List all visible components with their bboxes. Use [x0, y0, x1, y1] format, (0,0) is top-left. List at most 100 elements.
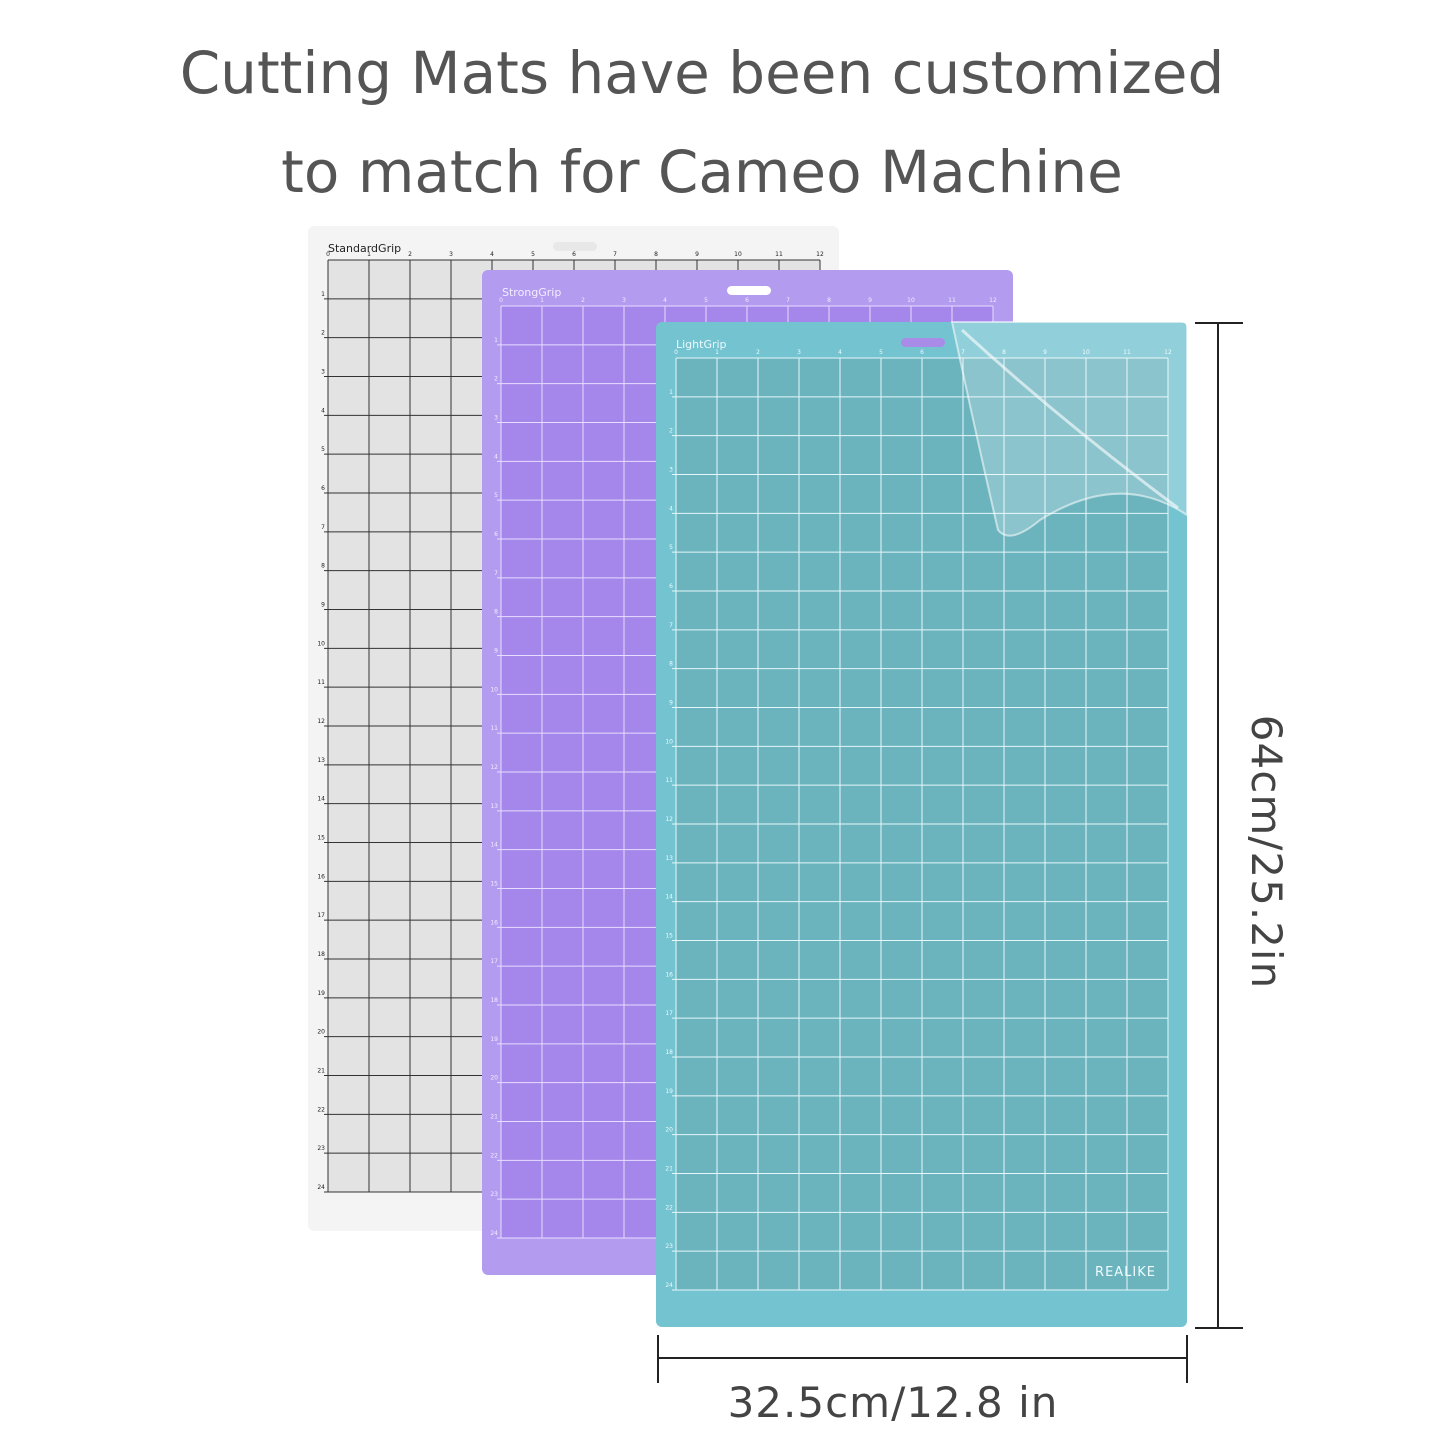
ruler-number: 24 [490, 1230, 498, 1237]
peel-highlight [960, 328, 1179, 510]
ruler-number: 3 [449, 251, 453, 258]
ruler-number: 3 [321, 369, 325, 376]
ruler-number: 23 [317, 1145, 325, 1152]
ruler-number: 17 [317, 912, 325, 919]
ruler-number: 20 [490, 1075, 498, 1082]
ruler-number: 12 [816, 251, 824, 258]
ruler-number: 2 [408, 251, 412, 258]
mat-label: StandardGrip [328, 242, 401, 255]
ruler-number: 17 [665, 1010, 673, 1017]
ruler-number: 22 [665, 1204, 673, 1211]
ruler-number: 15 [490, 881, 498, 888]
ruler-number: 21 [665, 1166, 673, 1173]
ruler-number: 21 [490, 1114, 498, 1121]
ruler-number: 14 [665, 894, 673, 901]
height-label: 64cm/25.2in [1242, 715, 1291, 989]
ruler-number: 2 [669, 428, 673, 435]
ruler-number: 15 [317, 835, 325, 842]
ruler-number: 24 [317, 1184, 325, 1191]
ruler-number: 12 [989, 297, 997, 304]
ruler-number: 4 [669, 505, 673, 512]
ruler-number: 16 [317, 873, 325, 880]
ruler-number: 5 [494, 492, 498, 499]
ruler-number: 18 [665, 1049, 673, 1056]
mat-tab [553, 242, 597, 251]
ruler-number: 10 [317, 640, 325, 647]
ruler-number: 19 [490, 1036, 498, 1043]
ruler-number: 12 [665, 816, 673, 823]
ruler-number: 24 [665, 1282, 673, 1289]
ruler-number: 22 [317, 1106, 325, 1113]
ruler-number: 2 [494, 376, 498, 383]
ruler-number: 11 [490, 725, 498, 732]
ruler-number: 9 [868, 297, 872, 304]
ruler-number: 13 [490, 803, 498, 810]
ruler-number: 6 [494, 531, 498, 538]
ruler-number: 11 [948, 297, 956, 304]
ruler-number: 15 [665, 933, 673, 940]
ruler-number: 23 [490, 1191, 498, 1198]
ruler-number: 9 [669, 700, 673, 707]
ruler-number: 14 [317, 796, 325, 803]
ruler-number: 19 [317, 990, 325, 997]
ruler-number: 14 [490, 842, 498, 849]
ruler-number: 8 [494, 609, 498, 616]
ruler-number: 7 [494, 570, 498, 577]
width-label: 32.5cm/12.8 in [728, 1378, 1059, 1427]
ruler-number: 3 [622, 297, 626, 304]
ruler-number: 6 [920, 349, 924, 356]
ruler-number: 1 [540, 297, 544, 304]
ruler-number: 4 [490, 251, 494, 258]
ruler-number: 18 [490, 997, 498, 1004]
ruler-number: 4 [663, 297, 667, 304]
ruler-number: 23 [665, 1243, 673, 1250]
ruler-number: 4 [321, 407, 325, 414]
ruler-number: 20 [665, 1127, 673, 1134]
ruler-number: 5 [669, 544, 673, 551]
mat-label: StrongGrip [502, 286, 561, 299]
ruler-number: 1 [494, 337, 498, 344]
ruler-number: 10 [734, 251, 742, 258]
ruler-number: 5 [879, 349, 883, 356]
ruler-number: 3 [494, 415, 498, 422]
ruler-number: 9 [1043, 349, 1047, 356]
ruler-number: 4 [838, 349, 842, 356]
ruler-number: 5 [531, 251, 535, 258]
ruler-number: 18 [317, 951, 325, 958]
ruler-number: 0 [499, 297, 503, 304]
ruler-number: 1 [715, 349, 719, 356]
ruler-number: 13 [317, 757, 325, 764]
ruler-number: 8 [827, 297, 831, 304]
ruler-number: 9 [494, 648, 498, 655]
ruler-number: 10 [665, 738, 673, 745]
ruler-number: 6 [669, 583, 673, 590]
ruler-number: 6 [745, 297, 749, 304]
title-line-2: to match for Cameo Machine [281, 138, 1123, 206]
ruler-number: 10 [490, 686, 498, 693]
brand: REALIKE [1095, 1265, 1156, 1280]
ruler-number: 4 [494, 453, 498, 460]
ruler-number: 19 [665, 1088, 673, 1095]
ruler-number: 8 [321, 563, 325, 570]
ruler-number: 16 [490, 919, 498, 926]
ruler-number: 12 [490, 764, 498, 771]
mat-tab [901, 338, 945, 347]
ruler-number: 3 [669, 467, 673, 474]
ruler-number: 5 [704, 297, 708, 304]
ruler-number: 0 [326, 251, 330, 258]
mat-tab [727, 286, 771, 295]
ruler-number: 11 [775, 251, 783, 258]
ruler-number: 1 [367, 251, 371, 258]
ruler-number: 6 [321, 485, 325, 492]
ruler-number: 20 [317, 1029, 325, 1036]
ruler-number: 3 [797, 349, 801, 356]
ruler-number: 0 [674, 349, 678, 356]
ruler-number: 1 [321, 291, 325, 298]
ruler-number: 7 [613, 251, 617, 258]
ruler-number: 11 [665, 777, 673, 784]
ruler-number: 10 [907, 297, 915, 304]
ruler-number: 17 [490, 958, 498, 965]
ruler-number: 7 [669, 622, 673, 629]
